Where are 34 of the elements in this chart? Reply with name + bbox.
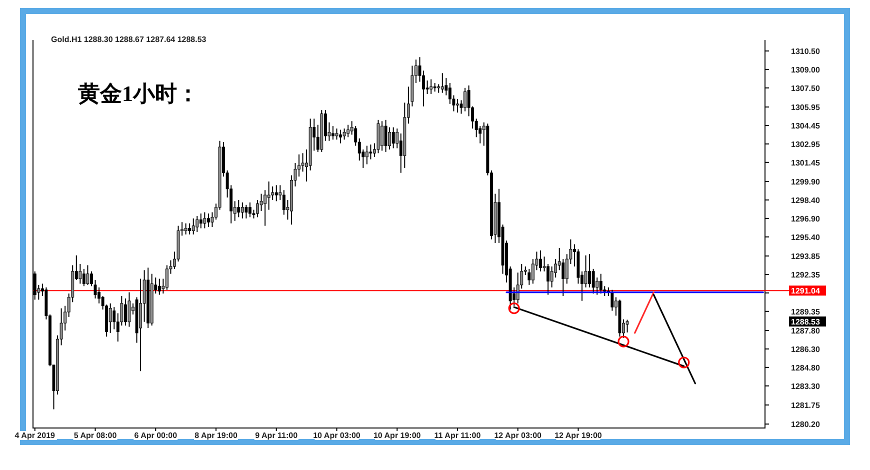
- x-tick-label: 4 Apr 2019: [14, 431, 56, 440]
- y-tick-label: 1304.45: [791, 121, 820, 130]
- x-tick-label: 8 Apr 19:00: [194, 431, 238, 440]
- x-tick-label: 10 Apr 03:00: [313, 431, 361, 440]
- y-tick-label: 1281.75: [791, 400, 820, 410]
- y-tick-label: 1280.20: [791, 420, 820, 430]
- y-tick-label: 1284.80: [791, 363, 820, 372]
- text: 黄金1小时：: [77, 81, 199, 106]
- y-tick-label: 1301.45: [791, 158, 820, 168]
- y-tick-label: 1298.40: [791, 196, 820, 205]
- y-tick-label: 1296.90: [791, 214, 820, 224]
- annotation: Gold.H1 1288.30 1288.67 1287.64 1288.53: [51, 35, 207, 44]
- x-tick-label: 11 Apr 11:00: [434, 431, 482, 440]
- y-tick-label: 1299.90: [791, 177, 820, 186]
- text: 1288.53: [791, 317, 820, 326]
- y-tick-label: 1309.00: [791, 65, 820, 74]
- x-tick-label: 6 Apr 00:00: [134, 431, 178, 440]
- y-tick-label: 1310.50: [791, 46, 820, 56]
- y-tick-label: 1283.30: [791, 382, 820, 391]
- x-tick-label: 5 Apr 08:00: [74, 431, 118, 440]
- y-tick-label: 1287.80: [791, 326, 820, 336]
- y-tick-label: 1293.85: [791, 252, 820, 261]
- y-tick-label: 1307.50: [791, 84, 820, 93]
- y-tick-label: 1292.35: [791, 270, 820, 280]
- y-tick-label: 1305.95: [791, 102, 820, 112]
- y-tick-label: 1289.35: [791, 307, 820, 316]
- y-tick-label: 1286.30: [791, 344, 820, 354]
- x-tick-label: 12 Apr 03:00: [494, 431, 542, 440]
- y-tick-label: 1302.95: [791, 140, 820, 149]
- x-tick-label: 9 Apr 11:00: [255, 431, 298, 440]
- x-tick-label: 12 Apr 19:00: [554, 431, 602, 440]
- ref-line-label: 1291.04: [791, 286, 820, 296]
- y-tick-label: 1295.40: [791, 232, 820, 242]
- x-tick-label: 10 Apr 19:00: [373, 431, 422, 440]
